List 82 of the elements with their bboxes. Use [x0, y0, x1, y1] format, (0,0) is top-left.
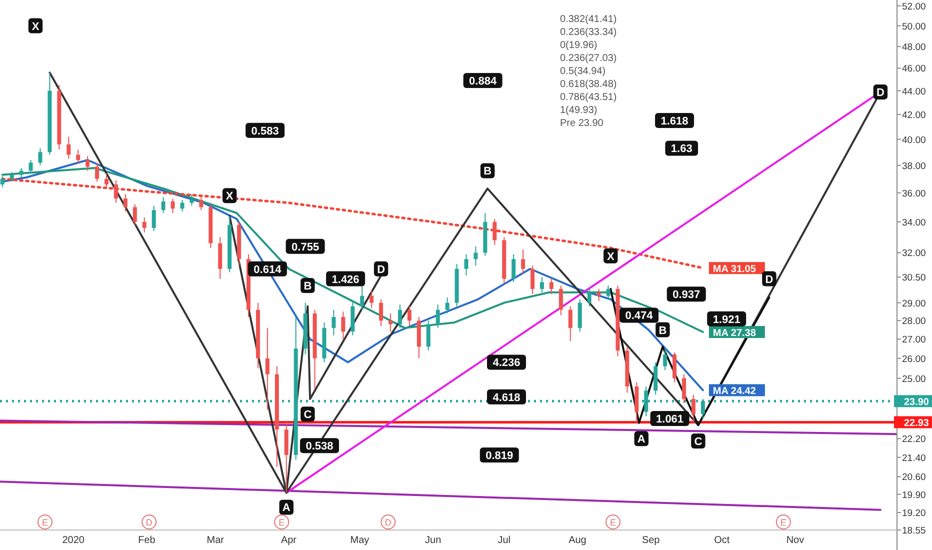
- annotation: A: [637, 434, 646, 446]
- data-label: MA 31.05: [712, 264, 756, 276]
- annotation: X: [606, 250, 615, 263]
- y-tick-label: 30.50: [902, 272, 926, 284]
- annotation: D: [146, 518, 153, 528]
- x-tick-label: 2020: [62, 535, 85, 546]
- annotation: D: [876, 86, 884, 99]
- y-tick-label: 18.55: [902, 526, 926, 536]
- annotation: 0.819: [486, 450, 514, 462]
- x-tick-label: Apr: [280, 535, 298, 546]
- y-tick-label: 27.00: [902, 334, 926, 346]
- y-tick-label: 29.00: [902, 298, 926, 310]
- annotation: B: [658, 324, 667, 337]
- annotation: 0(19.96): [560, 40, 598, 51]
- y-tick-label: 22.20: [902, 434, 926, 446]
- annotation: A: [282, 502, 290, 514]
- annotation: 0.937: [672, 289, 700, 302]
- annotation: 0.474: [625, 310, 654, 322]
- data-label: MA 24.42: [712, 386, 756, 398]
- y-tick-label: 25.00: [902, 374, 926, 385]
- annotation: C: [694, 436, 702, 448]
- annotation: E: [278, 518, 285, 528]
- annotation: X: [32, 20, 40, 33]
- annotation: 0.382(41.41): [560, 14, 617, 25]
- x-tick-label: Mar: [206, 535, 225, 546]
- y-tick-label: 40.00: [902, 134, 926, 146]
- x-tick-label: Feb: [138, 535, 156, 546]
- y-tick-label: 46.00: [902, 64, 926, 75]
- x-tick-label: May: [350, 535, 370, 546]
- annotation: 4.618: [492, 392, 520, 404]
- y-tick-label: 28.00: [902, 316, 926, 328]
- annotation: 1.63: [670, 143, 692, 156]
- y-tick-label: 50.00: [902, 21, 926, 32]
- y-tick-label: 32.00: [902, 248, 926, 260]
- annotation: E: [42, 518, 48, 528]
- annotation: 0.583: [251, 125, 279, 138]
- y-tick-label: 36.00: [902, 188, 926, 200]
- x-tick-label: Oct: [714, 535, 730, 546]
- annotation: 0.786(43.51): [560, 92, 617, 103]
- annotation: 4.236: [492, 357, 520, 370]
- ref-line-label: 22.93: [904, 418, 930, 430]
- y-tick-label: 26.00: [902, 354, 926, 365]
- annotation: 0.538: [306, 440, 334, 453]
- annotation: 1.061: [656, 413, 684, 426]
- annotation: E: [610, 518, 616, 528]
- annotation: X: [226, 190, 234, 203]
- annotation: 1.426: [332, 274, 360, 286]
- y-tick-label: 20.60: [902, 472, 926, 484]
- annotation: 0.755: [292, 241, 320, 254]
- annotation: 1.618: [660, 116, 688, 128]
- x-tick-label: Aug: [568, 535, 586, 546]
- y-tick-label: 38.00: [902, 160, 926, 172]
- annotation: B: [484, 166, 492, 178]
- annotation: D: [765, 274, 774, 286]
- annotation: B: [304, 280, 312, 293]
- annotation: 0.236(33.34): [560, 27, 617, 38]
- x-tick-label: Sep: [642, 535, 660, 546]
- annotation: 0.618(38.48): [560, 79, 617, 90]
- y-tick-label: 44.00: [902, 86, 926, 98]
- annotation: C: [304, 409, 312, 422]
- annotation: D: [377, 264, 386, 276]
- y-tick-label: 52.00: [902, 1, 926, 12]
- annotation: 0.236(27.03): [560, 53, 617, 64]
- x-tick-label: Nov: [786, 535, 804, 546]
- annotation: E: [780, 518, 786, 528]
- data-label: MA 27.38: [712, 328, 756, 340]
- ref-line-label: 23.90: [904, 397, 930, 408]
- y-tick-label: 21.40: [902, 452, 926, 464]
- y-tick-label: 19.20: [902, 508, 926, 519]
- annotation: D: [384, 518, 392, 528]
- annotation: Pre 23.90: [560, 118, 604, 129]
- y-tick-label: 42.00: [902, 110, 926, 121]
- annotation: 1(49.93): [560, 105, 598, 116]
- annotation: 0.884: [469, 75, 498, 88]
- x-tick-label: Jul: [498, 535, 511, 546]
- y-tick-label: 19.90: [902, 490, 926, 501]
- annotation: 0.5(34.94): [560, 66, 606, 77]
- x-tick-label: Jun: [425, 535, 442, 546]
- y-tick-label: 34.00: [902, 217, 926, 228]
- y-tick-label: 48.00: [902, 42, 926, 54]
- annotation: 0.614: [254, 264, 282, 276]
- annotation: 1.921: [712, 314, 740, 326]
